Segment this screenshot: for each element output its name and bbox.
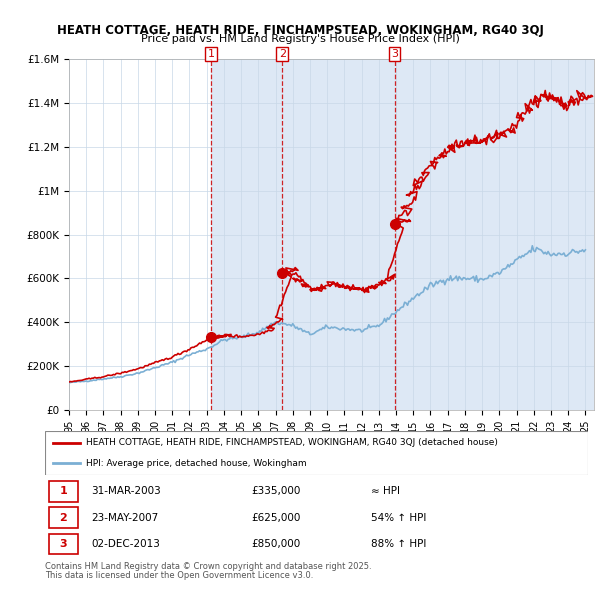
FancyBboxPatch shape (49, 533, 77, 555)
Text: HPI: Average price, detached house, Wokingham: HPI: Average price, detached house, Woki… (86, 458, 307, 467)
Text: 1: 1 (208, 49, 214, 59)
Bar (282, 59, 395, 410)
FancyBboxPatch shape (45, 431, 588, 475)
Text: 1: 1 (59, 486, 67, 496)
Text: 3: 3 (391, 49, 398, 59)
Text: 23-MAY-2007: 23-MAY-2007 (91, 513, 158, 523)
Text: £850,000: £850,000 (251, 539, 301, 549)
FancyBboxPatch shape (49, 481, 77, 502)
Text: £625,000: £625,000 (251, 513, 301, 523)
Text: 31-MAR-2003: 31-MAR-2003 (91, 486, 161, 496)
Text: 88% ↑ HPI: 88% ↑ HPI (371, 539, 426, 549)
Text: 2: 2 (279, 49, 286, 59)
Text: £335,000: £335,000 (251, 486, 301, 496)
Text: 54% ↑ HPI: 54% ↑ HPI (371, 513, 426, 523)
Text: ≈ HPI: ≈ HPI (371, 486, 400, 496)
Text: 3: 3 (59, 539, 67, 549)
Text: Contains HM Land Registry data © Crown copyright and database right 2025.: Contains HM Land Registry data © Crown c… (45, 562, 371, 571)
Text: 02-DEC-2013: 02-DEC-2013 (91, 539, 160, 549)
FancyBboxPatch shape (49, 507, 77, 528)
Text: HEATH COTTAGE, HEATH RIDE, FINCHAMPSTEAD, WOKINGHAM, RG40 3QJ: HEATH COTTAGE, HEATH RIDE, FINCHAMPSTEAD… (56, 24, 544, 37)
Bar (395, 59, 594, 410)
Text: 2: 2 (59, 513, 67, 523)
Text: Price paid vs. HM Land Registry's House Price Index (HPI): Price paid vs. HM Land Registry's House … (140, 34, 460, 44)
Text: HEATH COTTAGE, HEATH RIDE, FINCHAMPSTEAD, WOKINGHAM, RG40 3QJ (detached house): HEATH COTTAGE, HEATH RIDE, FINCHAMPSTEAD… (86, 438, 497, 447)
Text: This data is licensed under the Open Government Licence v3.0.: This data is licensed under the Open Gov… (45, 571, 313, 580)
Bar (211, 59, 282, 410)
